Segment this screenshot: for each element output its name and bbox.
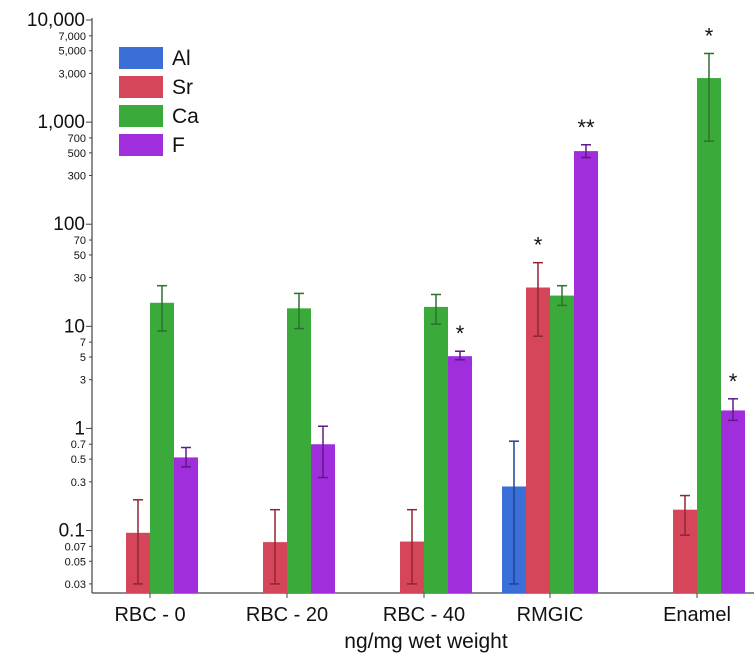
x-category-label: Enamel — [663, 604, 731, 626]
y-tick-label: 1,000 — [37, 112, 85, 133]
significance-marker: * — [534, 233, 543, 258]
significance-marker: ** — [577, 115, 595, 140]
error-bar-sr — [133, 499, 143, 585]
legend-label: F — [172, 134, 185, 157]
bar-f — [174, 457, 198, 593]
error-bar-f — [581, 144, 591, 159]
error-bar-al — [509, 440, 519, 585]
bar-sr — [526, 287, 550, 593]
y-tick-label: 500 — [68, 148, 86, 160]
error-bar-f — [318, 425, 328, 479]
error-bar-ca — [431, 293, 441, 325]
error-bar-sr — [680, 494, 690, 536]
x-category-label: RBC - 0 — [114, 604, 185, 626]
bar-f — [721, 410, 745, 593]
y-tick-label: 3 — [80, 375, 86, 387]
error-bar-f — [181, 446, 191, 468]
y-tick-label: 300 — [68, 170, 86, 182]
x-category-label: RBC - 20 — [246, 604, 328, 626]
bar-ca — [150, 302, 174, 593]
error-bar-f — [728, 398, 738, 422]
error-bar-ca — [157, 284, 167, 332]
y-tick-label: 10 — [64, 316, 85, 337]
error-bar-sr — [407, 508, 417, 585]
error-bars — [133, 52, 738, 585]
bar-ca — [697, 78, 721, 593]
y-tick-label: 100 — [53, 214, 85, 235]
y-tick-label: 10,000 — [27, 10, 85, 31]
legend-label: Ca — [172, 105, 199, 128]
legend-label: Sr — [172, 76, 193, 99]
error-bar-sr — [270, 508, 280, 585]
y-tick-label: 50 — [74, 250, 86, 262]
y-tick-label: 30 — [74, 273, 86, 285]
legend-label: Al — [172, 47, 191, 70]
error-bar-ca — [294, 292, 304, 330]
significance-marker: * — [456, 321, 465, 346]
y-tick-label: 0.5 — [71, 454, 86, 466]
y-tick-label: 0.03 — [65, 579, 86, 591]
y-tick-label: 1 — [74, 418, 85, 439]
y-tick-label: 3,000 — [58, 68, 86, 80]
bar-ca — [287, 308, 311, 593]
axes: 0.1 1 10 100 1,000 10,000 0.03 0.05 0.07 0.3 0.5 0.… — [27, 10, 754, 626]
bar-f — [448, 356, 472, 593]
y-tick-label: 700 — [68, 133, 86, 145]
error-bar-f — [455, 350, 465, 361]
y-tick-label: 0.3 — [71, 477, 86, 489]
y-tick-label: 5,000 — [58, 46, 86, 58]
y-tick-label: 7,000 — [58, 31, 86, 43]
error-bar-sr — [533, 261, 543, 337]
y-tick-label: 7 — [80, 337, 86, 349]
bars — [126, 78, 745, 594]
x-category-label: RMGIC — [517, 604, 584, 626]
bar-ca — [550, 295, 574, 593]
error-bar-ca — [704, 52, 714, 142]
legend: Al Sr Ca F — [119, 47, 199, 157]
bar-f — [574, 151, 598, 594]
x-axis-title: ng/mg wet weight — [344, 630, 508, 653]
x-category-label: RBC - 40 — [383, 604, 465, 626]
bar-ca — [424, 306, 448, 593]
significance-annotations: ****** — [456, 23, 738, 393]
y-tick-label: 0.05 — [65, 556, 86, 568]
y-tick-label: 0.7 — [71, 439, 86, 451]
legend-swatch-al — [119, 47, 163, 69]
error-bar-ca — [557, 284, 567, 307]
significance-marker: * — [705, 23, 714, 48]
significance-marker: * — [729, 369, 738, 394]
y-tick-label: 70 — [74, 235, 86, 247]
legend-swatch-ca — [119, 105, 163, 127]
legend-swatch-sr — [119, 76, 163, 98]
y-tick-label: 5 — [80, 352, 86, 364]
y-tick-label: 0.1 — [59, 521, 85, 542]
legend-swatch-f — [119, 134, 163, 156]
y-tick-label: 0.07 — [65, 541, 86, 553]
